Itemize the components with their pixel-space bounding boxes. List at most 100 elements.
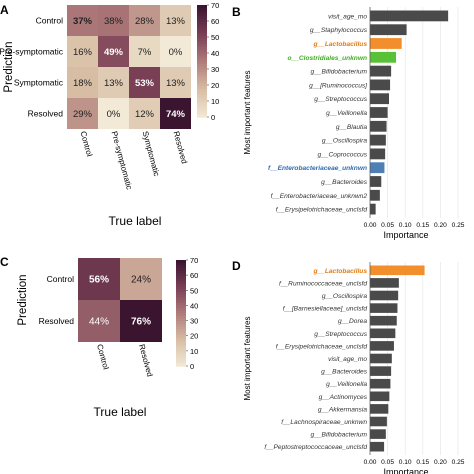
color-scale-segment (197, 97, 207, 101)
cell-value-label: 0% (169, 47, 183, 58)
bar (370, 303, 398, 313)
feature-label: f__Enterobacteriaceae_unknwn (268, 165, 367, 172)
color-scale-segment (176, 328, 186, 333)
matrix-cell (129, 98, 160, 129)
color-scale-segment (197, 41, 207, 45)
panel-letter-C: C (0, 255, 9, 269)
feature-label: g__Bacteroides (321, 369, 368, 376)
confusion-matrix-A: A 37% 38% 28% 13% 16% 49% 7% 0% 18% 13% 53% 13% 29% 0%… (0, 1, 219, 228)
matrix-cell (160, 36, 191, 67)
color-scale-segment (176, 310, 186, 314)
column-label: Symptomatic (141, 130, 162, 177)
color-scale-segment (197, 49, 207, 54)
feature-label: visit_age_mo (328, 356, 367, 363)
color-scale-tick-label: 20 (211, 81, 219, 90)
color-scale-segment (197, 66, 207, 70)
color-scale-segment (176, 265, 186, 269)
x-tick-label: 0.25 (452, 222, 465, 229)
bar (370, 176, 382, 187)
feature-label: g__Lactobacillus (312, 268, 367, 275)
color-scale-segment (176, 352, 186, 356)
bar (370, 341, 394, 351)
column-label: Resolved (172, 130, 189, 165)
x-axis-title: True label (94, 405, 147, 419)
feature-label: g__Bifidobacterium (311, 432, 368, 439)
bar (370, 107, 388, 118)
column-label: Pre-symptomatic (110, 130, 134, 190)
matrix-cell (67, 36, 98, 67)
matrix-cell (129, 67, 160, 98)
feature-label: g__Staphylococcus (310, 27, 368, 34)
matrix-cell (67, 67, 98, 98)
color-scale-tick-label: 20 (190, 332, 198, 341)
bar (370, 416, 387, 427)
color-scale-segment (176, 305, 186, 309)
color-scale-tick-label: 60 (211, 17, 219, 26)
cell-value-label: 29% (73, 109, 93, 120)
column-label: Control (79, 130, 94, 157)
color-scale-segment (176, 294, 186, 298)
color-scale-segment (176, 358, 186, 362)
feature-label: g__Oscillospira (322, 293, 367, 300)
cell-value-label: 0% (107, 109, 121, 120)
color-scale-segment (176, 331, 186, 335)
x-tick-label: 0.10 (399, 459, 412, 466)
feature-label: g__Dorea (338, 318, 367, 325)
color-scale-tick-label: 50 (211, 33, 219, 42)
color-scale-segment (197, 13, 207, 17)
x-tick-label: 0.20 (434, 459, 447, 466)
bar (370, 441, 385, 452)
color-scale-segment (176, 281, 186, 285)
bar (370, 278, 399, 288)
color-scale-segment (176, 267, 186, 272)
color-scale-segment (197, 35, 207, 40)
bar (370, 328, 396, 339)
bar (370, 391, 390, 402)
color-scale-tick-label: 30 (211, 65, 219, 74)
matrix-cell (160, 5, 191, 36)
color-scale-segment (176, 342, 186, 346)
color-scale-segment (197, 47, 207, 51)
color-scale-segment (197, 16, 207, 20)
matrix-cell (98, 67, 129, 98)
panel-letter-D: D (232, 259, 241, 273)
row-label: Control (47, 274, 75, 284)
matrix-cell (160, 98, 191, 129)
color-scale-segment (197, 114, 207, 118)
color-scale-tick-label: 70 (190, 256, 198, 265)
x-tick-label: 0.25 (452, 459, 465, 466)
color-scale-segment (197, 75, 207, 79)
color-scale-segment (176, 347, 186, 351)
bar (370, 93, 390, 105)
color-scale-segment (176, 283, 186, 288)
cell-value-label: 13% (166, 16, 186, 27)
color-scale-segment (176, 336, 186, 341)
color-scale-segment (176, 334, 186, 338)
matrix-cell (78, 300, 120, 342)
bar (370, 315, 397, 326)
bar (370, 203, 376, 215)
feature-label: f__Ruminococcaceae_unclsfd (279, 280, 367, 287)
x-tick-label: 0.00 (364, 459, 377, 466)
cell-value-label: 56% (89, 275, 109, 286)
cell-value-label: 24% (131, 275, 151, 286)
bar (370, 148, 386, 160)
bar (370, 38, 402, 49)
color-scale-segment (176, 323, 186, 327)
color-scale-segment (197, 69, 207, 73)
color-scale-segment (197, 44, 207, 48)
color-scale-segment (176, 273, 186, 277)
color-scale-segment (197, 58, 207, 62)
cell-value-label: 37% (73, 16, 93, 27)
feature-label: f__Enterobacteriaceae_unknwn2 (271, 193, 368, 200)
color-scale-segment (176, 320, 186, 325)
cell-value-label: 38% (104, 16, 124, 27)
feature-label: f__Lachnospiraceae_unknwn (281, 419, 367, 426)
color-scale-segment (176, 326, 186, 330)
x-tick-label: 0.05 (381, 459, 394, 466)
feature-label: g__Actinomyces (319, 394, 368, 401)
color-scale-segment (197, 86, 207, 90)
panel-letter-B: B (232, 5, 241, 19)
color-scale-segment (176, 260, 186, 264)
color-scale-segment (176, 278, 186, 282)
